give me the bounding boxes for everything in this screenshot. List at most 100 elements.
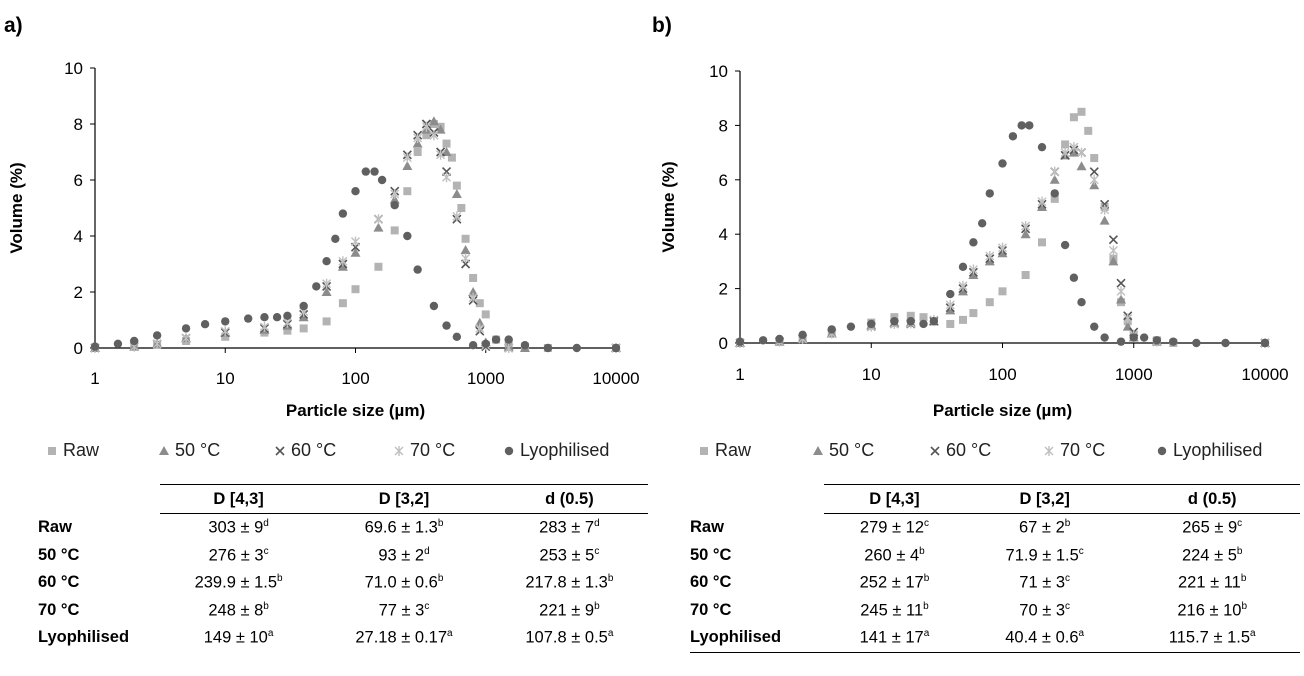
data-point <box>413 148 422 156</box>
data-point <box>322 278 332 289</box>
significance-letter: b <box>263 600 269 612</box>
data-point <box>374 262 383 271</box>
data-point <box>412 138 423 148</box>
data-point <box>543 343 553 353</box>
table-cell: 216 ± 10b <box>1177 600 1248 620</box>
data-point <box>370 167 379 176</box>
square-marker-icon <box>48 447 56 456</box>
data-point <box>461 253 471 264</box>
data-point <box>1008 132 1018 141</box>
series-70-c <box>735 142 1270 348</box>
significance-letter: b <box>277 573 283 584</box>
significance-letter: a <box>607 628 614 639</box>
data-point <box>1077 107 1086 116</box>
data-point <box>969 238 978 247</box>
data-point <box>1077 147 1087 158</box>
significance-letter: b <box>437 518 444 529</box>
table-cell: 221 ± 9b <box>539 600 600 620</box>
table-cell: 70 ± 3c <box>1019 600 1071 620</box>
table-cell: 141 ± 17a <box>824 624 965 653</box>
data-point <box>1090 322 1099 331</box>
legend: Raw 50 °C 60 °C 70 °C Lyophilised <box>652 440 1304 464</box>
data-point <box>1129 333 1138 342</box>
data-point <box>299 301 308 311</box>
significance-letter: b <box>923 600 929 612</box>
data-point <box>1100 333 1109 342</box>
legend: Raw 50 °C 60 °C 70 °C Lyophilised <box>0 440 652 464</box>
chart-b: 0 2 4 6 8 10 1 10 100 1000 10000 Particle size (µm)… <box>659 62 1289 420</box>
table-cell: 71 ± 3c <box>1019 573 1071 592</box>
y-tick-label: 6 <box>74 171 83 190</box>
data-point <box>1037 142 1047 152</box>
significance-letter: b <box>1064 518 1071 529</box>
data-point <box>377 175 387 185</box>
data-point <box>1221 338 1230 348</box>
data-point <box>1061 140 1070 149</box>
data-point <box>402 152 412 163</box>
data-point <box>504 343 514 353</box>
data-point <box>475 299 484 308</box>
panel-label: b) <box>652 14 672 37</box>
data-point <box>1116 286 1126 297</box>
data-point <box>221 317 230 326</box>
data-point <box>1060 147 1070 158</box>
y-tick-label: 10 <box>64 59 83 78</box>
table-row: Lyophilised 141 ± 17a 40.4 ± 0.6a 115.7 ± 1… <box>690 624 1300 653</box>
data-point <box>421 121 431 132</box>
table-cell: 245 ± 11b <box>860 600 929 620</box>
data-point <box>422 131 431 140</box>
legend-marker <box>275 446 285 456</box>
x-tick-label: 100 <box>988 365 1016 384</box>
square-marker-icon <box>700 447 708 456</box>
row-label: 50 °C <box>38 545 80 564</box>
corner-cell <box>690 485 824 514</box>
data-point <box>1123 313 1133 324</box>
y-axis-title: Volume (%) <box>7 162 26 253</box>
y-tick-label: 8 <box>719 116 728 135</box>
data-point <box>428 116 439 126</box>
legend-label: Lyophilised <box>1173 440 1263 460</box>
data-point <box>919 313 928 322</box>
data-point <box>403 231 412 241</box>
legend-item: 50 °C <box>158 440 220 461</box>
row-label: Lyophilised <box>690 624 824 653</box>
data-point <box>442 321 451 330</box>
data-point <box>130 336 139 346</box>
data-point <box>1069 113 1078 122</box>
x-axis-title: Particle size (µm) <box>933 401 1072 420</box>
data-point <box>1049 174 1060 184</box>
row-label: 60 °C <box>690 573 732 592</box>
data-point <box>259 322 269 332</box>
data-point <box>998 287 1007 296</box>
data-point <box>1060 240 1070 250</box>
significance-letter: d <box>424 545 430 557</box>
x-tick-label: 10000 <box>592 369 639 388</box>
data-point <box>945 299 955 310</box>
y-tick-label: 0 <box>719 334 728 353</box>
data-point <box>429 301 439 311</box>
data-point <box>1069 273 1079 282</box>
data-point <box>1139 333 1149 342</box>
table-cell: 265 ± 9c <box>1182 518 1243 537</box>
legend-marker <box>394 446 404 457</box>
significance-letter: a <box>923 628 930 639</box>
panel-b: b) 0 2 4 6 8 10 1 10 100 1000 10000 Particle size (… <box>652 0 1304 676</box>
data-point <box>298 312 309 322</box>
data-point <box>572 343 581 353</box>
significance-letter: b <box>607 573 614 584</box>
table-row: 70 °C 245 ± 11b 70 ± 3c 216 ± 10b <box>690 597 1300 625</box>
data-point <box>1116 337 1126 346</box>
data-point <box>1108 235 1118 245</box>
data-point <box>460 245 471 254</box>
table-cell: 276 ± 3c <box>208 545 269 565</box>
data-point <box>969 309 978 318</box>
data-point <box>481 310 490 319</box>
table-row: 60 °C 239.9 ± 1.5b 71.0 ± 0.6b 217.8 ± 1.3b <box>38 569 648 597</box>
data-point <box>390 201 399 210</box>
data-point <box>1100 204 1110 215</box>
legend-label: Raw <box>63 440 100 460</box>
table-row: 50 °C 260 ± 4b 71.9 ± 1.5c 224 ± 5b <box>690 542 1300 570</box>
legend-item: 60 °C <box>929 440 991 461</box>
data-point <box>491 335 501 344</box>
table-row: 50 °C 276 ± 3c 93 ± 2d 253 ± 5c <box>38 542 648 570</box>
